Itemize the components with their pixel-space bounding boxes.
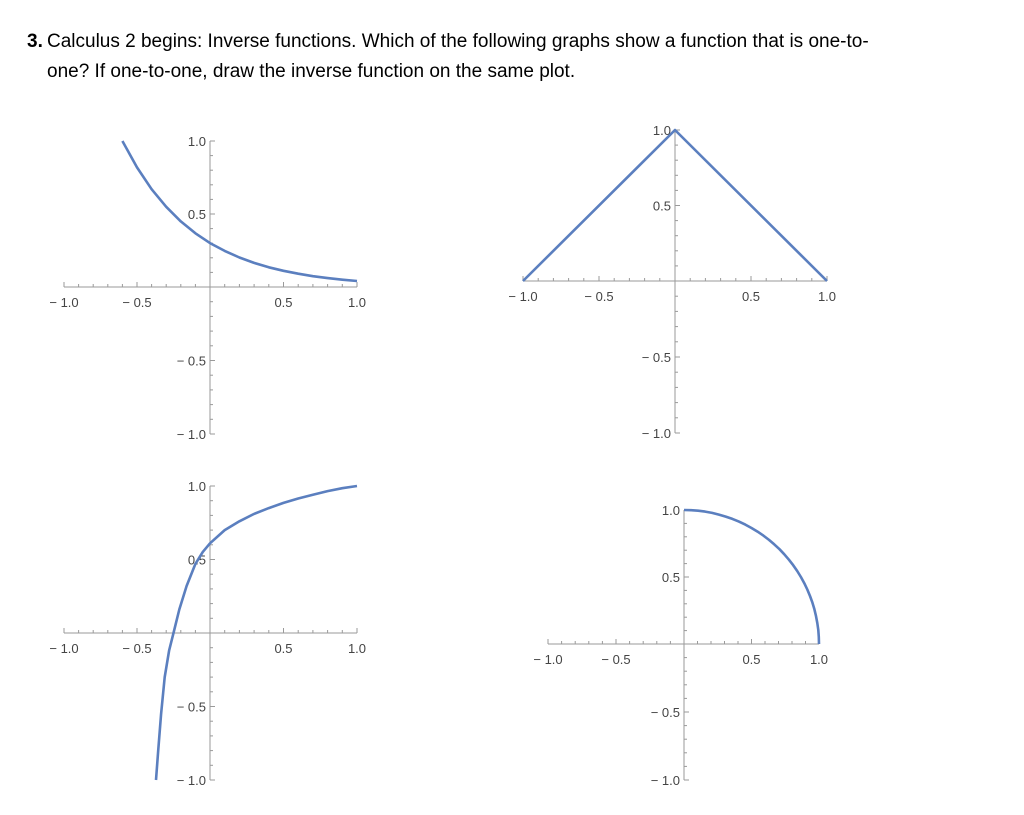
x-tick-label: − 0.5 <box>584 289 613 304</box>
y-tick-label: 0.5 <box>662 570 680 585</box>
question-text: 3. Calculus 2 begins: Inverse functions. … <box>27 27 1007 87</box>
y-tick-label: − 1.0 <box>651 773 680 788</box>
x-tick-label: − 1.0 <box>508 289 537 304</box>
x-tick-label: 0.5 <box>274 295 292 310</box>
y-tick-label: 0.5 <box>653 199 671 214</box>
y-tick-label: − 0.5 <box>177 700 206 715</box>
x-tick-label: 1.0 <box>818 289 836 304</box>
x-tick-label: − 0.5 <box>122 641 151 656</box>
y-tick-label: − 0.5 <box>651 705 680 720</box>
y-tick-label: − 1.0 <box>177 427 206 442</box>
y-tick-label: 0.5 <box>188 207 206 222</box>
y-tick-label: 1.0 <box>662 503 680 518</box>
x-tick-label: 1.0 <box>810 652 828 667</box>
question-number: 3. <box>27 31 43 52</box>
plot-bottom-left: − 1.0− 0.5 0.5 1.0− 1.0− 0.50.51.0 <box>49 479 366 788</box>
y-tick-label: − 0.5 <box>642 350 671 365</box>
plot-top-right: − 1.0 − 0.5 0.5 1.0 − 1.0 − 0.5 0.5 1.0 <box>508 123 836 441</box>
function-curve <box>154 484 358 781</box>
function-curve <box>121 140 358 283</box>
y-tick-label: − 1.0 <box>177 773 206 788</box>
function-curve <box>522 128 828 282</box>
y-tick-label: 1.0 <box>188 479 206 494</box>
plot-bottom-right: − 1.0 − 0.5 0.5 1.0 − 1.0 − 0.5 0.5 1.0 <box>533 503 828 788</box>
y-tick-label: 1.0 <box>188 134 206 149</box>
x-tick-label: 1.0 <box>348 641 366 656</box>
y-tick-label: − 0.5 <box>177 354 206 369</box>
x-tick-label: − 1.0 <box>49 295 78 310</box>
x-tick-label: − 1.0 <box>49 641 78 656</box>
x-tick-label: 0.5 <box>742 289 760 304</box>
x-tick-label: 0.5 <box>274 641 292 656</box>
x-tick-label: − 1.0 <box>533 652 562 667</box>
question-line-2: one? If one-to-one, draw the inverse fun… <box>47 61 576 82</box>
question-line-1: Calculus 2 begins: Inverse functions. Wh… <box>47 31 869 52</box>
y-tick-label: 1.0 <box>653 123 671 138</box>
x-tick-label: − 0.5 <box>122 295 151 310</box>
x-tick-label: 0.5 <box>742 652 760 667</box>
function-curve <box>683 508 821 645</box>
x-tick-label: − 0.5 <box>601 652 630 667</box>
x-tick-label: 1.0 <box>348 295 366 310</box>
plot-top-left: − 1.0 − 0.5 0.5 1.0 − 1.0 − 0.5 0.5 1.0 <box>49 134 366 442</box>
y-tick-label: − 1.0 <box>642 426 671 441</box>
